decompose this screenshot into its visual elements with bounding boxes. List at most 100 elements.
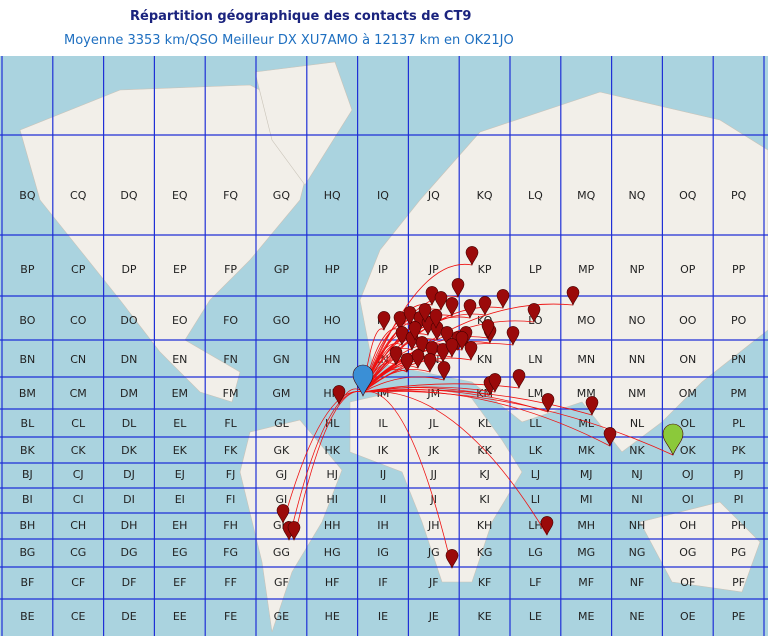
field-label: DH (121, 519, 138, 532)
field-label: DO (120, 314, 137, 327)
field-label: CM (70, 387, 87, 400)
marker (440, 326, 454, 346)
field-label: OP (680, 263, 696, 276)
field-label: BQ (19, 189, 36, 202)
marker (389, 346, 403, 366)
field-label: PP (732, 263, 746, 276)
field-label: BP (20, 263, 35, 276)
marker (429, 309, 443, 329)
contact-path (362, 391, 453, 569)
marker (393, 311, 407, 331)
field-label: EQ (172, 189, 188, 202)
marker (451, 278, 465, 298)
field-label: HL (325, 417, 340, 430)
marker (481, 319, 495, 339)
field-label: BM (19, 387, 36, 400)
marker (436, 343, 450, 363)
field-label: MQ (577, 189, 595, 202)
contact-path (293, 391, 364, 541)
field-label: CG (70, 546, 86, 559)
field-label: LE (529, 610, 542, 623)
field-label: EN (172, 353, 187, 366)
field-label: OI (682, 493, 694, 506)
title: Répartition géographique des contacts de… (130, 9, 472, 24)
field-label: KI (479, 493, 489, 506)
field-label: OO (679, 314, 697, 327)
field-label: HF (325, 576, 340, 589)
field-label: BK (20, 444, 36, 457)
contact-path (362, 383, 520, 393)
field-label: EE (173, 610, 187, 623)
marker (445, 549, 459, 569)
contact-path (362, 343, 448, 393)
field-label: EL (173, 417, 187, 430)
marker (464, 341, 478, 361)
field-label: HP (325, 263, 340, 276)
field-label: PG (731, 546, 746, 559)
field-label: ME (578, 610, 594, 623)
contact-path (362, 386, 496, 393)
field-label: FM (223, 387, 239, 400)
marker (287, 521, 301, 541)
field-label: GI (276, 493, 288, 506)
field-label: OF (680, 576, 695, 589)
field-label: GP (274, 263, 290, 276)
field-label: NE (629, 610, 644, 623)
field-label: IP (378, 263, 388, 276)
marker (463, 299, 477, 319)
field-label: DL (122, 417, 137, 430)
field-label: BE (20, 610, 35, 623)
field-label: OE (680, 610, 696, 623)
field-label: IF (378, 576, 388, 589)
marker (488, 373, 502, 393)
marker (496, 289, 510, 309)
marker (411, 349, 425, 369)
contact-path (362, 376, 445, 393)
field-label: MI (580, 493, 593, 506)
field-label: LF (529, 576, 541, 589)
field-label: DI (123, 493, 135, 506)
field-label: PH (731, 519, 746, 532)
field-label: OJ (682, 468, 694, 481)
field-label: OK (680, 444, 697, 457)
field-label: IE (378, 610, 388, 623)
field-label: PO (731, 314, 747, 327)
field-label: GL (274, 417, 290, 430)
field-label: OH (679, 519, 696, 532)
field-label: JF (428, 576, 439, 589)
field-label: CJ (73, 468, 84, 481)
field-label: DE (121, 610, 136, 623)
field-label: EG (172, 546, 187, 559)
field-label: EP (173, 263, 187, 276)
field-label: JQ (427, 189, 440, 202)
marker (662, 423, 684, 456)
field-label: HN (324, 353, 341, 366)
field-label: HE (325, 610, 340, 623)
field-label: NM (628, 387, 646, 400)
marker (445, 297, 459, 317)
field-label: LI (531, 493, 540, 506)
field-label: OQ (679, 189, 697, 202)
marker (603, 427, 617, 447)
marker (527, 303, 541, 323)
field-label: PJ (734, 468, 744, 481)
field-label: EI (175, 493, 185, 506)
field-label: GN (273, 353, 290, 366)
field-label: JL (428, 417, 439, 430)
field-label: PF (732, 576, 745, 589)
field-label: CI (73, 493, 84, 506)
field-label: IJ (380, 468, 387, 481)
field-label: LJ (531, 468, 540, 481)
field-label: PE (732, 610, 746, 623)
field-label: CN (70, 353, 86, 366)
field-label: GJ (276, 468, 288, 481)
marker (434, 291, 448, 311)
field-label: IG (377, 546, 389, 559)
field-label: NP (630, 263, 645, 276)
field-label: NF (630, 576, 645, 589)
subtitle: Moyenne 3353 km/QSO Meilleur DX XU7AMO à… (64, 33, 514, 48)
marker (465, 246, 479, 266)
field-label: IQ (377, 189, 389, 202)
field-label: KG (477, 546, 493, 559)
field-label: IH (377, 519, 389, 532)
